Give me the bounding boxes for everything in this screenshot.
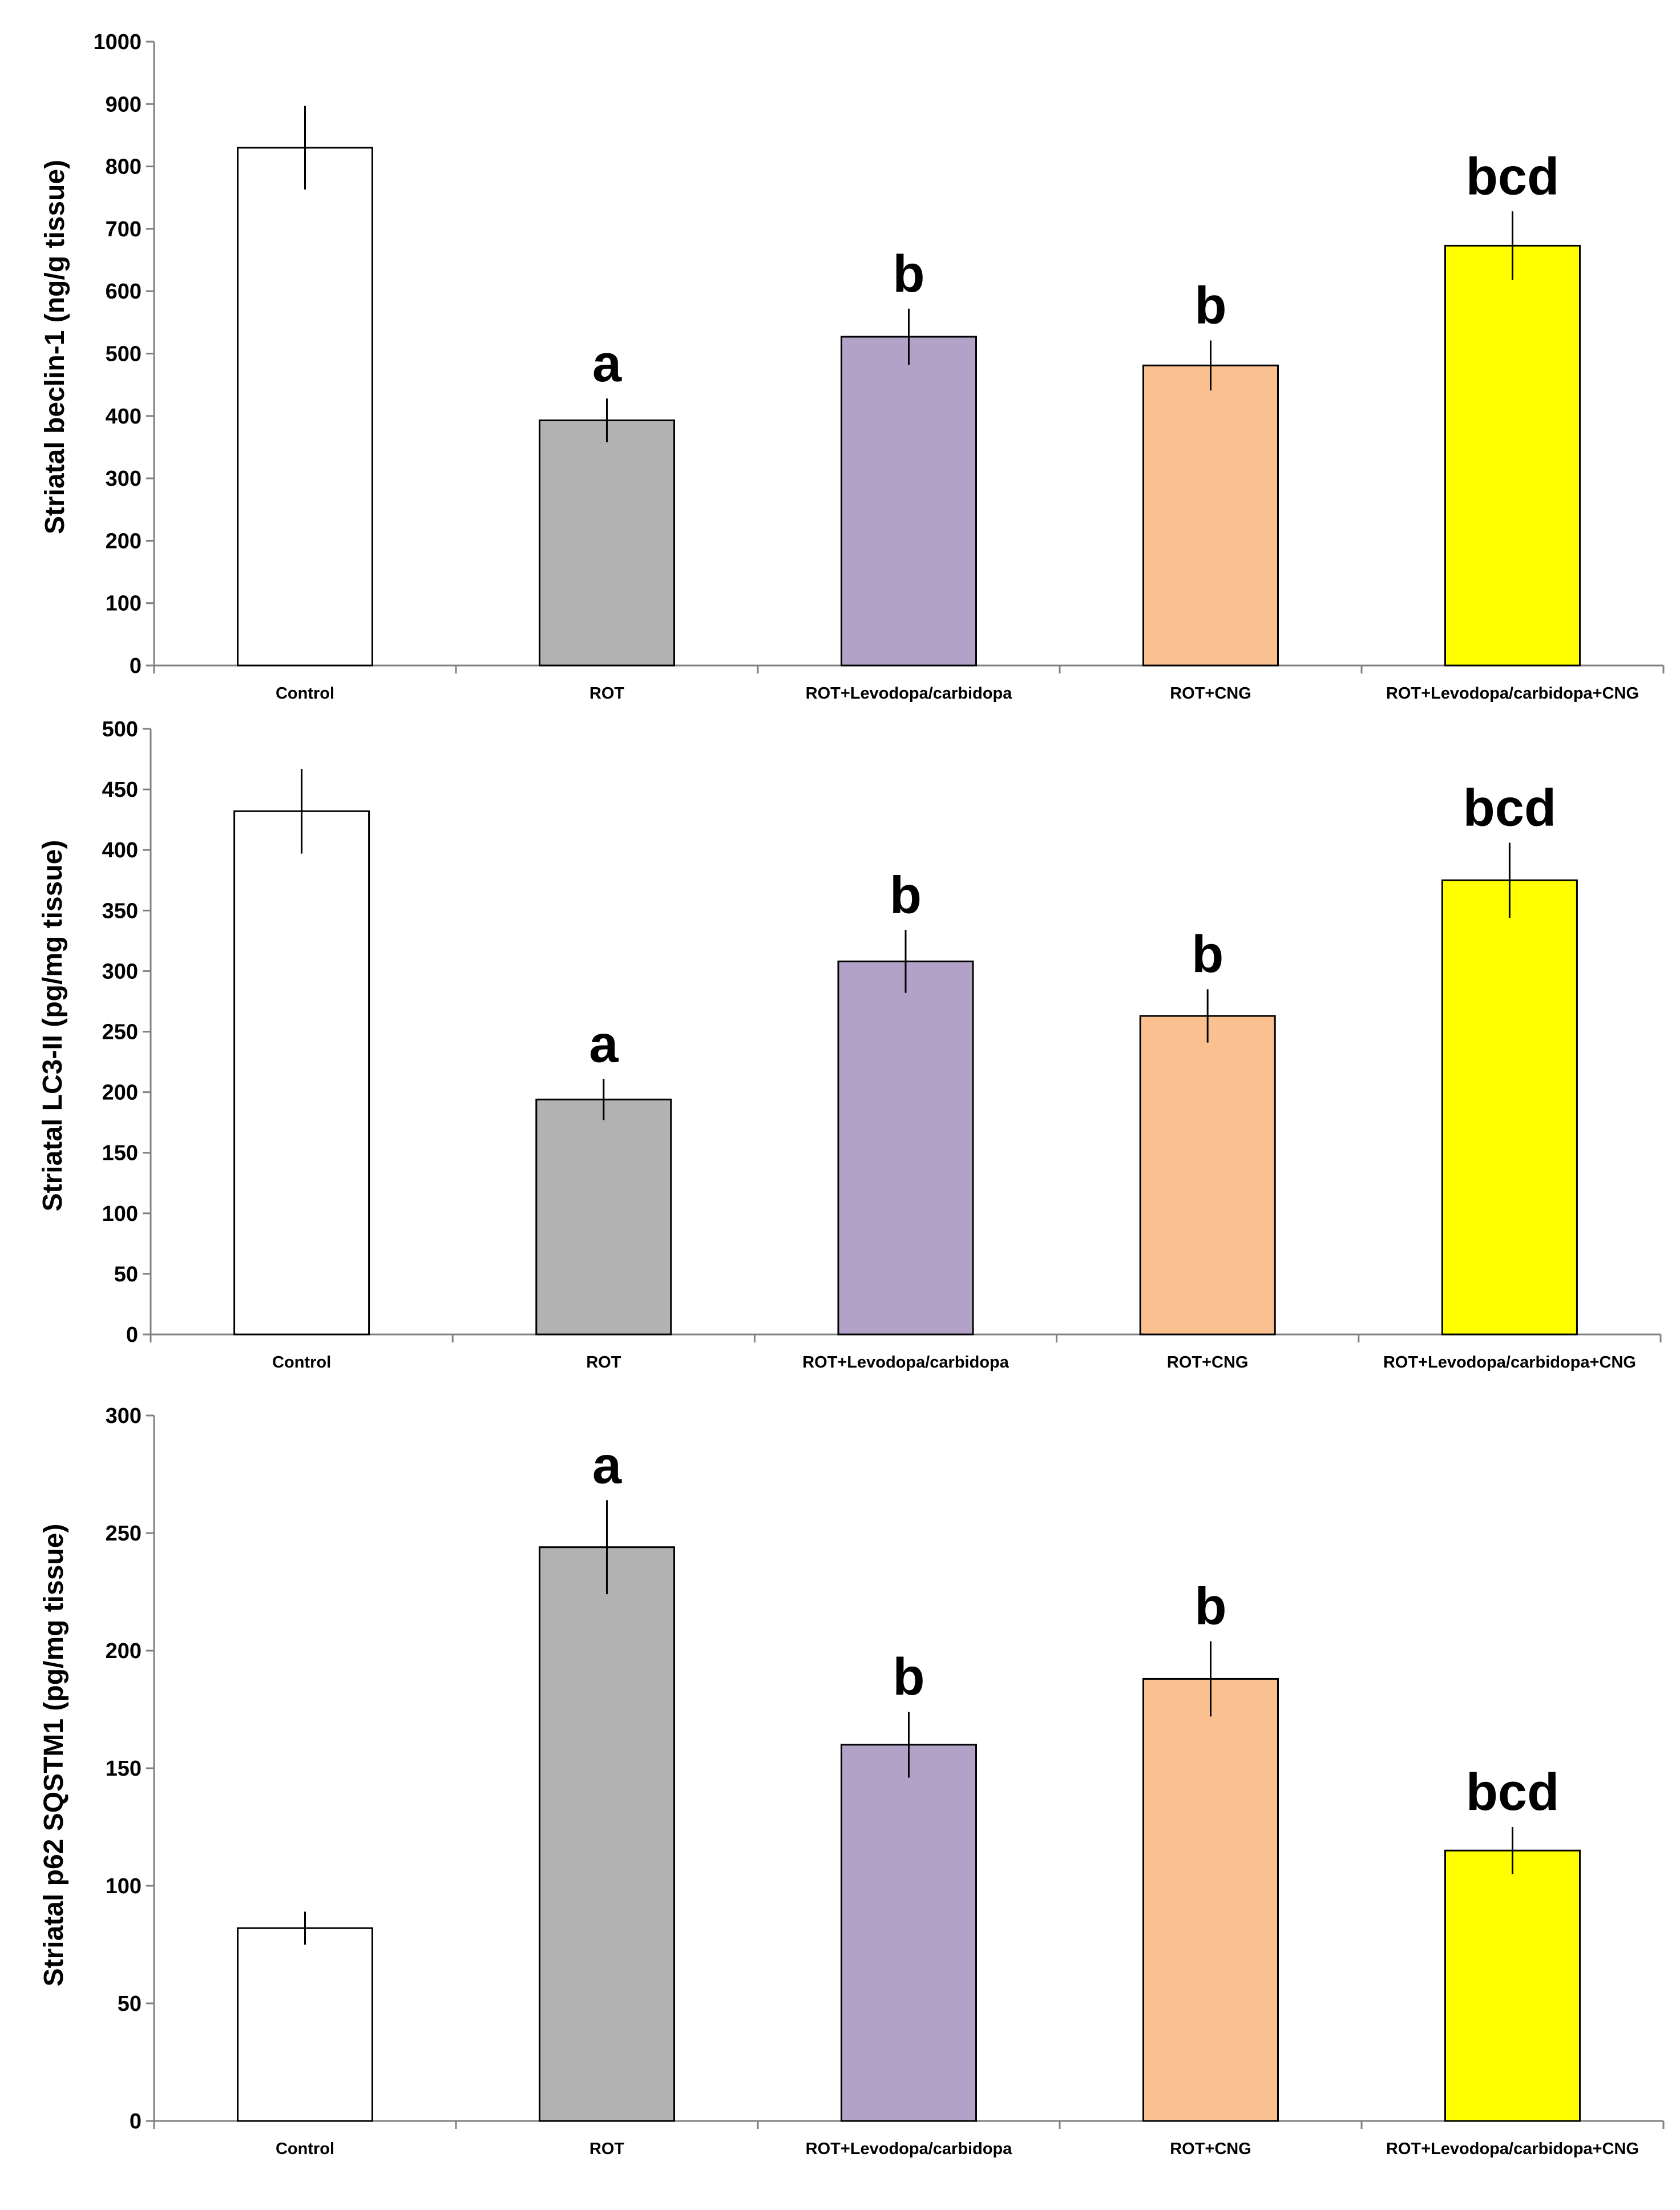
y-tick-label: 300 xyxy=(102,959,138,983)
significance-label: a xyxy=(589,1015,619,1073)
y-tick-label: 450 xyxy=(102,778,138,802)
bar xyxy=(237,1927,373,2122)
y-tick-label: 900 xyxy=(106,92,142,116)
bar xyxy=(539,419,675,667)
bar xyxy=(233,810,370,1336)
significance-label: b xyxy=(1194,277,1226,335)
significance-label: b xyxy=(1194,1578,1226,1636)
bar xyxy=(841,336,977,667)
x-tick-label: Control xyxy=(276,2140,334,2158)
bar xyxy=(1441,879,1578,1336)
x-tick-label: ROT+Levodopa/carbidopa xyxy=(806,2140,1013,2158)
significance-label: bcd xyxy=(1466,1763,1560,1821)
y-tick-label: 250 xyxy=(106,1522,142,1546)
x-tick-label: Control xyxy=(276,684,334,703)
bar xyxy=(841,1744,977,2122)
significance-label: bcd xyxy=(1463,779,1557,837)
bar xyxy=(1139,1015,1276,1336)
x-tick-label: ROT+Levodopa/carbidopa xyxy=(806,684,1013,703)
y-tick-label: 0 xyxy=(130,2110,142,2134)
y-tick-label: 150 xyxy=(102,1142,138,1166)
chart-panel-p62-sqstm1: Striatal p62 SQSTM1 (pg/mg tissue) 0 50 10… xyxy=(39,1404,1665,2158)
x-tick-label: ROT+CNG xyxy=(1167,1353,1249,1372)
significance-label: b xyxy=(1192,925,1223,983)
bar xyxy=(237,147,373,667)
significance-label: b xyxy=(892,245,924,303)
y-tick-label: 200 xyxy=(106,1639,142,1663)
y-axis-label: Striatal LC3-II (pg/mg tissue) xyxy=(38,840,68,1212)
significance-label: b xyxy=(890,866,922,924)
x-tick-label: ROT xyxy=(589,684,625,703)
bar xyxy=(1142,1677,1279,2122)
y-tick-label: 350 xyxy=(102,899,138,923)
y-axis-label: Striatal beclin-1 (ng/g tissue) xyxy=(40,160,70,534)
significance-label: a xyxy=(592,334,622,393)
y-tick-label: 500 xyxy=(102,717,138,741)
y-tick-label: 50 xyxy=(118,1992,142,2016)
x-tick-label: ROT xyxy=(586,1353,621,1372)
y-tick-label: 250 xyxy=(102,1021,138,1044)
significance-label: a xyxy=(592,1436,622,1494)
y-tick-label: 0 xyxy=(130,654,142,678)
bar xyxy=(1142,364,1279,667)
y-axis-label: Striatal p62 SQSTM1 (pg/mg tissue) xyxy=(39,1524,69,1987)
bar xyxy=(1444,244,1581,667)
y-tick-label: 1000 xyxy=(93,30,142,54)
bar xyxy=(539,1546,675,2122)
y-tick-label: 500 xyxy=(106,342,142,366)
y-tick-label: 200 xyxy=(106,529,142,553)
y-tick-label: 300 xyxy=(106,467,142,491)
y-tick-label: 150 xyxy=(106,1757,142,1781)
chart-panel-beclin-1: Striatal beclin-1 (ng/g tissue) 0 100 200 3… xyxy=(40,30,1665,703)
x-tick-label: Control xyxy=(272,1353,331,1372)
y-tick-label: 400 xyxy=(106,405,142,429)
x-tick-label: ROT+CNG xyxy=(1170,2140,1251,2158)
y-tick-label: 100 xyxy=(106,1874,142,1898)
x-tick-label: ROT xyxy=(589,2140,625,2158)
y-tick-label: 50 xyxy=(114,1263,138,1287)
significance-label: bcd xyxy=(1466,147,1560,205)
x-tick-label: ROT+CNG xyxy=(1170,684,1251,703)
y-tick-label: 200 xyxy=(102,1081,138,1105)
y-tick-label: 400 xyxy=(102,838,138,862)
x-tick-label: ROT+Levodopa/carbidopa xyxy=(802,1353,1009,1372)
chart-panel-lc3-ii: Striatal LC3-II (pg/mg tissue) 0 50 100 150… xyxy=(38,717,1662,1372)
y-tick-label: 800 xyxy=(106,155,142,179)
x-tick-label: ROT+Levodopa/carbidopa+CNG xyxy=(1386,684,1639,703)
bar xyxy=(837,960,974,1336)
y-tick-label: 300 xyxy=(106,1404,142,1428)
y-tick-label: 600 xyxy=(106,280,142,304)
y-tick-label: 700 xyxy=(106,217,142,241)
y-tick-label: 0 xyxy=(126,1323,138,1347)
x-tick-label: ROT+Levodopa/carbidopa+CNG xyxy=(1383,1353,1636,1372)
bar xyxy=(535,1098,672,1336)
x-tick-label: ROT+Levodopa/carbidopa+CNG xyxy=(1386,2140,1639,2158)
y-tick-label: 100 xyxy=(102,1202,138,1226)
bar xyxy=(1444,1849,1581,2122)
significance-label: b xyxy=(892,1648,924,1706)
y-tick-label: 100 xyxy=(106,592,142,616)
